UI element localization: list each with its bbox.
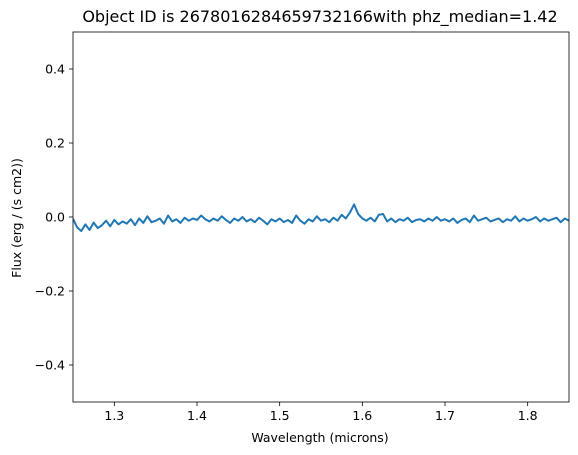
y-tick-label: −0.4	[35, 358, 65, 373]
x-axis-ticks: 1.3 1.4 1.5 1.6 1.7 1.8	[104, 402, 538, 423]
x-tick-label: 1.5	[270, 408, 290, 423]
flux-series-line	[73, 203, 569, 233]
y-axis-label: Flux (erg / (s cm2))	[9, 158, 24, 278]
plot-frame	[72, 31, 570, 403]
x-tick-label: 1.8	[518, 408, 538, 423]
x-tick-label: 1.6	[352, 408, 372, 423]
x-tick-label: 1.3	[104, 408, 124, 423]
x-tick-label: 1.4	[187, 408, 207, 423]
y-tick-label: 0.2	[45, 136, 65, 151]
y-tick-label: 0.4	[45, 62, 65, 77]
y-tick-label: −0.2	[35, 284, 65, 299]
x-axis-label: Wavelength (microns)	[251, 430, 388, 445]
y-tick-label: 0.0	[45, 210, 65, 225]
y-axis-label-group: Flux (erg / (s cm2))	[9, 158, 24, 278]
x-tick-label: 1.7	[435, 408, 455, 423]
chart-title: Object ID is 2678016284659732166with phz…	[82, 7, 557, 27]
y-axis-ticks: −0.4 −0.2 0.0 0.2 0.4	[35, 62, 73, 373]
plot-area	[73, 203, 569, 233]
